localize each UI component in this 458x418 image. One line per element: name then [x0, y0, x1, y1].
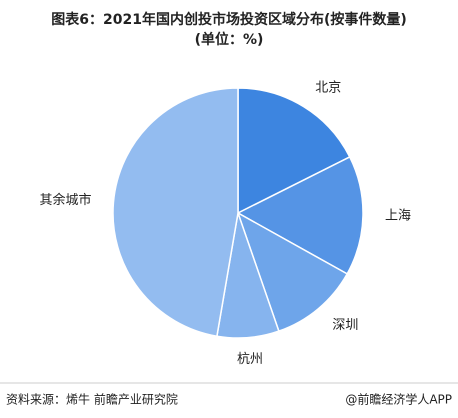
pie-slice — [237, 87, 351, 215]
source: 资料来源：烯牛 前瞻产业研究院 — [6, 392, 178, 407]
chart-title: 图表6：2021年国内创投市场投资区域分布(按事件数量) — [51, 11, 407, 28]
pie-slice — [236, 211, 349, 333]
slice-label: 北京 — [315, 80, 341, 95]
chart-subtitle: (单位：%) — [195, 31, 264, 48]
pie-slice — [236, 155, 364, 275]
slice-label: 杭州 — [237, 352, 263, 367]
brand: @前瞻经济学人APP — [345, 392, 452, 407]
slice-label: 深圳 — [332, 318, 358, 333]
slice-label: 上海 — [385, 209, 411, 224]
slice-label: 其余城市 — [40, 192, 92, 208]
pie-slice — [112, 87, 239, 338]
